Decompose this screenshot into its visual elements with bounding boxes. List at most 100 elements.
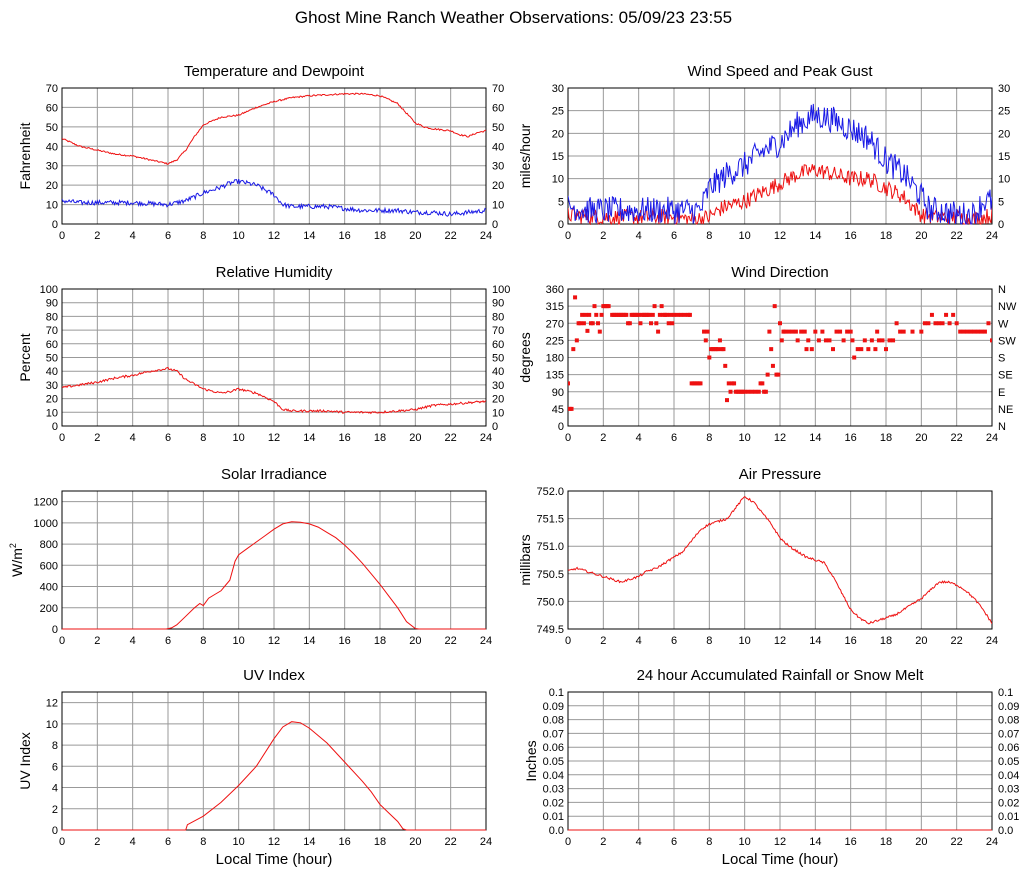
y-tick-label: 0.1 (549, 687, 564, 699)
right-axis-label: 5 (998, 196, 1004, 208)
wind-direction-point (919, 329, 924, 334)
right-axis-label: 0.06 (998, 742, 1019, 754)
x-tick-label: 6 (671, 635, 677, 647)
x-tick-label: 2 (600, 836, 606, 848)
y-tick-label: 10 (46, 200, 58, 212)
x-tick-label: 4 (636, 635, 642, 647)
x-tick-label: 18 (880, 635, 892, 647)
x-tick-label: 20 (409, 230, 421, 242)
x-tick-label: 12 (774, 432, 786, 444)
x-tick-label: 6 (165, 836, 171, 848)
y-tick-label: 10 (46, 719, 58, 731)
plot-frame (567, 87, 993, 225)
wind-direction-point (760, 381, 765, 386)
x-tick-label: 12 (268, 635, 280, 647)
y-tick-label: 0 (52, 624, 58, 636)
x-tick-label: 4 (130, 432, 136, 444)
wind-direction-point (599, 312, 604, 317)
x-tick-label: 24 (986, 836, 998, 848)
wind-direction-point (742, 389, 747, 394)
wind-direction-point (654, 321, 659, 326)
x-tick-label: 16 (845, 836, 857, 848)
x-tick-label: 22 (445, 432, 457, 444)
y-tick-label: 2 (52, 804, 58, 816)
y-tick-label: 50 (46, 122, 58, 134)
x-tick-label: 18 (880, 230, 892, 242)
y-tick-label: 25 (552, 106, 564, 118)
wind-direction-point (650, 312, 655, 317)
y-tick-label: 70 (46, 83, 58, 95)
y-tick-label: 751.0 (536, 541, 564, 553)
x-tick-label: 8 (706, 836, 712, 848)
wind-direction-point (786, 329, 791, 334)
x-tick-label: 4 (130, 635, 136, 647)
y-tick-label: 0 (52, 825, 58, 837)
wind-direction-point (769, 347, 774, 352)
x-tick-label: 14 (809, 836, 821, 848)
y-tick-label: 315 (546, 301, 564, 313)
wind-direction-point (725, 398, 729, 403)
plot-frame (567, 288, 993, 427)
x-tick-label: 20 (409, 836, 421, 848)
y-axis-label: miles/hour (517, 123, 533, 188)
series-line-red (62, 92, 486, 165)
wind-direction-point (670, 321, 675, 326)
y-tick-label: 12 (46, 698, 58, 710)
chart-title: Relative Humidity (216, 264, 333, 281)
wind-direction-point (606, 304, 611, 309)
wind-direction-point (816, 338, 821, 343)
wind-direction-point (820, 329, 825, 334)
y-tick-label: 45 (552, 404, 564, 416)
x-tick-label: 14 (809, 230, 821, 242)
y-tick-label: 100 (40, 284, 58, 296)
wind-direction-point (765, 372, 770, 377)
right-axis-label: 0 (492, 421, 498, 433)
wind-direction-point (668, 312, 673, 317)
y-tick-label: 30 (552, 83, 564, 95)
right-axis-label: SE (998, 370, 1013, 382)
right-axis-label: 30 (492, 161, 504, 173)
wind-direction-point (845, 329, 850, 334)
wind-direction-point (587, 312, 592, 317)
right-axis-label: 0 (492, 219, 498, 231)
plot-frame (61, 691, 487, 831)
wind-direction-point (898, 329, 903, 334)
x-tick-label: 18 (374, 836, 386, 848)
x-tick-label: 16 (845, 635, 857, 647)
wind-direction-point (834, 329, 839, 334)
wind-direction-point (723, 363, 728, 368)
wind-direction-point (910, 329, 915, 334)
wind-direction-point (652, 304, 657, 309)
x-tick-label: 2 (94, 836, 100, 848)
wind-direction-point (965, 329, 970, 334)
wind-direction-point (880, 338, 885, 343)
x-tick-label: 4 (130, 230, 136, 242)
right-axis-label: 80 (492, 311, 504, 323)
y-axis-label: Percent (17, 333, 33, 381)
right-axis-label: 50 (492, 122, 504, 134)
right-axis-label: 10 (998, 174, 1010, 186)
right-axis-label: 0.02 (998, 797, 1019, 809)
x-tick-label: 0 (565, 836, 571, 848)
wind-direction-point (947, 321, 952, 326)
right-axis-label: E (998, 387, 1005, 399)
wind-direction-point (717, 338, 722, 343)
wind-direction-point (569, 406, 574, 411)
y-tick-label: 70 (46, 325, 58, 337)
y-tick-label: 0.05 (543, 756, 564, 768)
wind-direction-point (866, 347, 871, 352)
wind-direction-point (597, 329, 602, 334)
right-axis-label: 40 (492, 366, 504, 378)
x-tick-label: 12 (774, 635, 786, 647)
x-tick-label: 2 (600, 230, 606, 242)
right-axis-label: 70 (492, 83, 504, 95)
wind-direction-point (979, 329, 984, 334)
x-tick-label: 24 (480, 230, 492, 242)
right-axis-label: 0.04 (998, 770, 1019, 782)
x-tick-label: 4 (636, 230, 642, 242)
plot-frame (567, 490, 993, 630)
